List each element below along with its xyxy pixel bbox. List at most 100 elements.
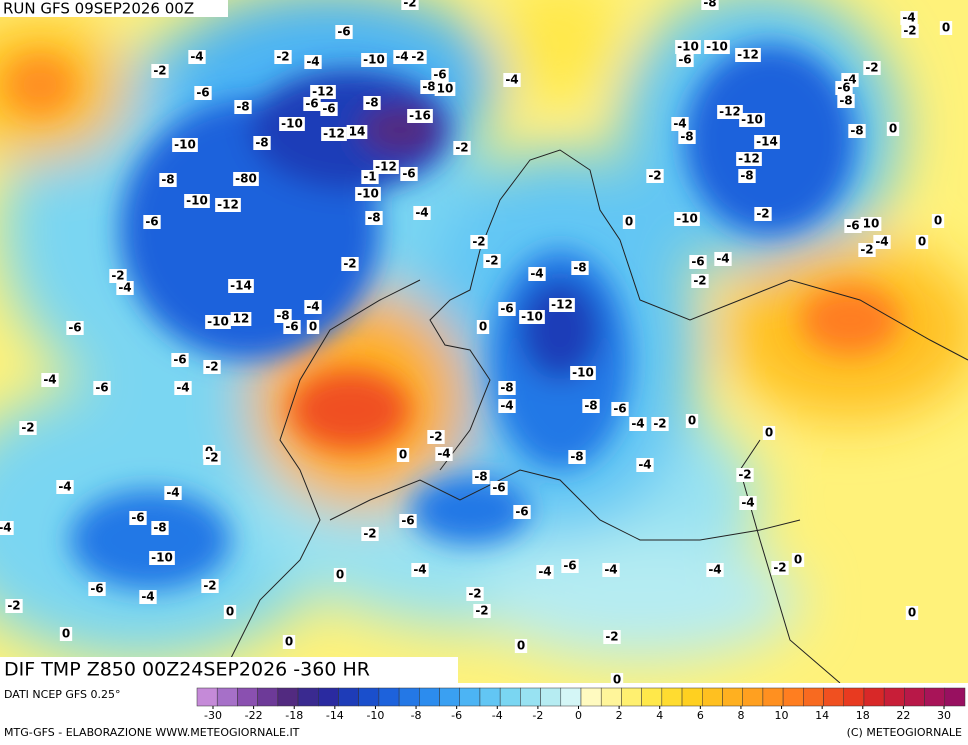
contour-label-box [164,486,182,500]
contour-label: -10 [361,53,387,67]
contour-label-box [365,211,383,225]
contour-label: -2 [203,360,221,374]
contour-label: -12 [717,105,743,119]
contour-label: -8 [420,80,438,94]
contour-label: -2 [483,254,501,268]
contour-label-text: -4 [530,267,543,281]
colorbar-swatch [762,687,784,707]
colorbar-swatch [843,687,865,707]
contour-label-box [453,141,471,155]
contour-label-box [602,563,620,577]
contour-label-box [5,599,23,613]
contour-label-text: 0 [934,214,942,228]
contour-label: -8 [234,100,252,114]
contour-label: -8 [151,521,169,535]
contour-label: -2 [427,430,445,444]
contour-label: -8 [571,261,589,275]
contour-label: 0 [915,235,929,249]
contour-label: -12 [321,127,347,141]
contour-label: -4 [900,11,918,25]
colorbar-swatch [358,687,380,707]
contour-label: -2 [361,527,379,541]
contour-label-box [503,73,521,87]
contour-label-text: -6 [492,481,505,495]
contour-label: -4 [873,235,891,249]
contour-label-text: -4 [902,11,915,25]
contour-label-text: 14 [349,125,366,139]
contour-label-box [739,113,765,127]
contour-label-text: -4 [708,563,721,577]
contour-label: -6 [689,255,707,269]
contour-label-text: 0 [479,320,487,334]
contour-label-text: 0 [942,21,950,35]
contour-label-box [303,97,321,111]
contour-label-box [184,194,210,208]
contour-label-box [739,496,757,510]
contour-label-box [407,109,433,123]
contour-label-text: -10 [676,212,698,226]
contour-label: -80 [233,172,259,186]
contour-label-text: 0 [226,605,234,619]
contour-label-box [420,80,438,94]
contour-label-box [490,481,508,495]
contour-label-box [622,215,636,229]
contour-label-text: -8 [474,470,487,484]
map-field [0,0,968,683]
contour-label-text: -1 [363,170,376,184]
contour-label-text: -4 [716,252,729,266]
contour-label: -12 [310,85,336,99]
contour-label-text: -2 [773,561,786,575]
colorbar-tick-label: -6 [451,709,462,722]
contour-label: -4 [739,496,757,510]
contour-label-box [282,635,296,649]
contour-label-text: 12 [233,312,250,326]
colorbar-swatch [378,687,400,707]
contour-label-box [791,553,805,567]
contour-label: 10 [434,82,456,96]
contour-label: -10 [739,113,765,127]
contour-label: -8 [472,470,490,484]
contour-label-text: -2 [205,360,218,374]
contour-label: -1 [361,170,379,184]
contour-label-text: -12 [737,48,759,62]
contour-label-box [754,135,780,149]
contour-label-box [675,40,701,54]
colorbar-swatch [459,687,481,707]
field-box [0,657,458,683]
contour-label: 0 [514,639,528,653]
contour-label-box [837,94,855,108]
contour-label-text: -12 [323,127,345,141]
colorbar-swatch [742,687,764,707]
contour-label-box [582,399,600,413]
contour-label: -2 [754,207,772,221]
contour-label: -6 [194,86,212,100]
contour-label-box [41,373,59,387]
contour-label-text: 0 [688,414,696,428]
colorbar-swatch [257,687,279,707]
contour-label-text: -4 [631,417,644,431]
contour-label-box [939,21,953,35]
contour-label-box [603,630,621,644]
contour-label-text: -4 [0,521,12,535]
contour-label: -12 [373,160,399,174]
contour-label: -2 [109,269,127,283]
contour-label-text: -10 [521,310,543,324]
contour-label-box [611,402,629,416]
contour-label-box [0,521,14,535]
colorbar-swatch [540,687,562,707]
contour-label-box [674,212,700,226]
contour-label-box [528,267,546,281]
contour-label-text: -8 [500,381,513,395]
contour-label-box [900,11,918,25]
contour-label-box [283,320,301,334]
contour-label-box [568,450,586,464]
contour-label: -4 [164,486,182,500]
contour-label-text: -8 [584,399,597,413]
colorbar-tick-label: 18 [856,709,870,722]
contour-label-text: -6 [563,559,576,573]
contour-label-text: -4 [538,565,551,579]
contour-label-box [129,511,147,525]
contour-label-text: -2 [472,235,485,249]
contour-label-text: -2 [153,64,166,78]
contour-label: -6 [400,167,418,181]
